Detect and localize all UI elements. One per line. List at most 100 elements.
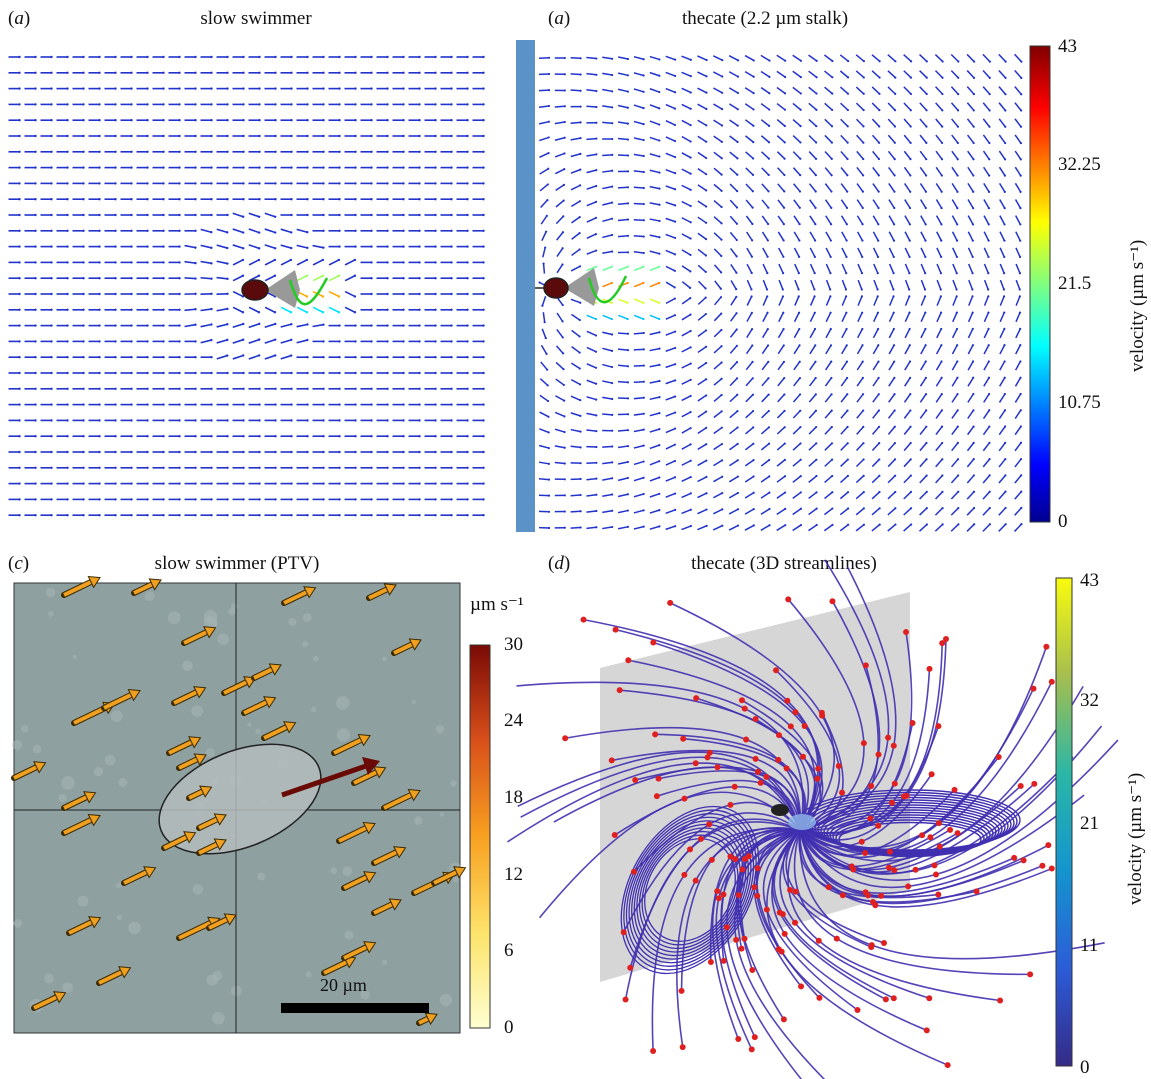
vector-arrow-head (194, 261, 197, 265)
vector-arrow (1015, 296, 1021, 306)
vector-arrow-head (274, 450, 277, 454)
vector-arrow-head (258, 55, 261, 59)
vector-arrow-head (988, 506, 991, 510)
vector-arrow-head (194, 371, 197, 375)
vector-arrow-head (972, 409, 975, 412)
vector-arrow (328, 259, 340, 266)
streamline-arrowhead (878, 892, 885, 899)
vector-arrow-head (82, 435, 85, 438)
vector-arrow-head (482, 450, 485, 454)
vector-arrow-head (18, 277, 21, 280)
vector-arrow-head (258, 150, 261, 153)
vector-arrow-head (466, 324, 469, 327)
vector-arrow-head (82, 371, 85, 375)
vector-arrow-head (114, 150, 117, 153)
vector-arrow-head (1019, 409, 1022, 412)
vector-arrow-head (689, 91, 692, 94)
vector-arrow-head (861, 327, 864, 331)
vector-arrow-head (561, 336, 564, 339)
vector-arrow (855, 507, 865, 516)
vector-arrow-head (642, 186, 645, 190)
vector-arrow-head (988, 392, 991, 396)
vector-arrow-head (626, 234, 630, 237)
vector-arrow-head (258, 371, 261, 375)
vector-arrow (935, 442, 943, 452)
vector-arrow (681, 233, 691, 240)
vector-arrow (681, 330, 691, 337)
vector-arrow-head (705, 345, 708, 348)
vector-arrow-head (878, 507, 881, 510)
streamline-arrowhead (787, 723, 794, 730)
particle-speckle (342, 866, 353, 876)
vector-arrow (232, 290, 244, 298)
vector-arrow-head (226, 354, 229, 357)
vector-arrow-head (735, 312, 738, 315)
vector-arrow-head (720, 312, 723, 315)
vector-arrow (730, 312, 738, 322)
streamline-arrowhead (801, 722, 808, 729)
vector-arrow-head (402, 277, 405, 280)
vector-arrow-head (466, 292, 469, 296)
vector-arrow-head (434, 482, 437, 485)
3d-streamlines (507, 559, 1119, 1079)
vector-arrow-head (658, 281, 661, 285)
vector-arrow (919, 458, 928, 468)
colorbar-c-tick-6: 6 (504, 940, 514, 961)
vector-arrow-head (258, 182, 261, 185)
vector-arrow-head (689, 427, 692, 430)
vector-arrow-head (162, 182, 165, 185)
colorbar-c-tick-24: 24 (504, 710, 523, 731)
ptv-arrow (68, 920, 93, 935)
vector-arrow-head (18, 119, 21, 122)
vector-arrow-head (466, 308, 469, 311)
colorbar-d-tick-32: 32 (1080, 690, 1099, 711)
vector-arrow (999, 247, 1005, 258)
vector-arrow-head (50, 356, 53, 359)
vector-arrow (760, 86, 770, 94)
streamline-arrowhead (890, 995, 897, 1002)
streamline-arrowhead (854, 1006, 861, 1013)
vector-arrow (998, 491, 1007, 500)
vector-arrow-head (611, 73, 614, 77)
vector-arrow (681, 152, 691, 159)
vector-arrow-head (274, 435, 277, 438)
vector-arrow (1015, 215, 1021, 225)
vector-arrow-head (274, 215, 277, 218)
vector-arrow-head (226, 262, 229, 265)
vector-arrow (746, 296, 753, 306)
vector-arrow-head (466, 150, 469, 153)
vector-arrow-head (1020, 76, 1023, 80)
vector-arrow-head (274, 371, 277, 375)
vector-arrow-head (274, 119, 277, 122)
vector-arrow-head (782, 206, 786, 209)
vector-arrow (872, 166, 880, 176)
particle-speckle (336, 696, 350, 710)
vector-arrow-head (305, 295, 309, 298)
vector-arrow-head (402, 71, 405, 75)
vector-arrow-head (845, 360, 849, 363)
vector-arrow-head (768, 507, 771, 511)
vector-arrow-head (971, 223, 975, 226)
vector-arrow-head (114, 134, 117, 138)
vector-arrow-head (971, 327, 974, 331)
ptv-arrow-head (87, 813, 101, 827)
vector-arrow (794, 296, 800, 306)
vector-arrow-head (306, 403, 309, 406)
vector-arrow-head (130, 150, 133, 153)
vector-arrow-head (862, 458, 865, 461)
vector-arrow-head (354, 403, 357, 406)
vector-arrow (232, 212, 244, 218)
vector-arrow-head (1019, 327, 1022, 330)
vector-arrow (713, 232, 722, 241)
vector-arrow-head (290, 103, 293, 106)
vector-arrow-head (370, 277, 373, 280)
vector-arrow (665, 492, 676, 498)
vector-arrow-head (418, 87, 421, 90)
vector-arrow (617, 445, 629, 449)
vector-arrow (983, 182, 990, 193)
vector-arrow (776, 54, 786, 62)
vector-arrow (762, 296, 768, 306)
vector-arrow (745, 151, 754, 160)
vector-arrow (296, 275, 308, 282)
vector-arrow (617, 461, 629, 465)
